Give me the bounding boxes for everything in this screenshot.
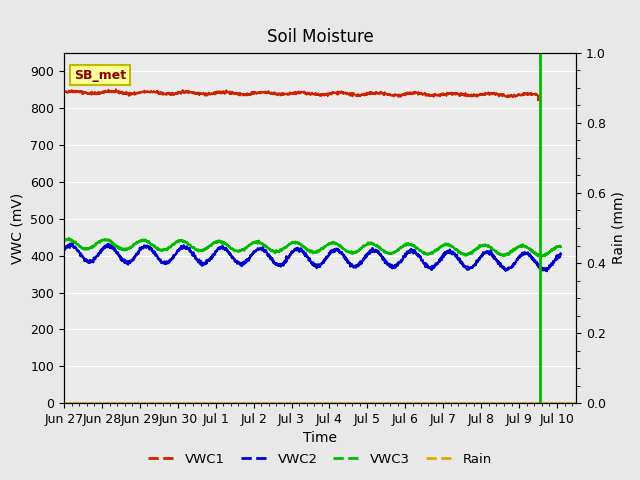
Y-axis label: Rain (mm): Rain (mm) — [611, 192, 625, 264]
X-axis label: Time: Time — [303, 432, 337, 445]
Legend: VWC1, VWC2, VWC3, Rain: VWC1, VWC2, VWC3, Rain — [143, 447, 497, 471]
Y-axis label: VWC (mV): VWC (mV) — [11, 192, 25, 264]
Title: Soil Moisture: Soil Moisture — [267, 28, 373, 46]
Text: SB_met: SB_met — [74, 69, 126, 82]
